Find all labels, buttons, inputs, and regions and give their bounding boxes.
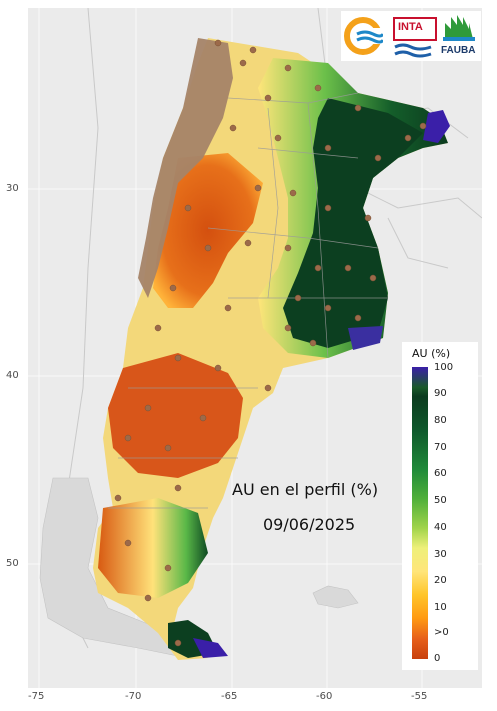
conae-logo-icon	[344, 17, 383, 55]
inta-logo-text: INTA	[398, 21, 423, 33]
province-borders	[108, 92, 388, 509]
saturated-patch-coast	[348, 326, 383, 350]
station-dots	[114, 39, 427, 647]
legend-label: 0	[434, 653, 441, 664]
legend-label: >0	[434, 627, 449, 638]
tierra-saturated	[193, 638, 228, 658]
x-tick-label: -55	[411, 691, 428, 702]
fauba-logo-icon	[443, 15, 475, 41]
legend-label: 50	[434, 495, 447, 506]
legend-label: 100	[434, 362, 454, 373]
legend-label: 70	[434, 442, 447, 453]
x-tick-label: -65	[221, 691, 238, 702]
andes-north	[138, 38, 233, 298]
x-tick-label: -60	[316, 691, 333, 702]
map-date: 09/06/2025	[263, 515, 356, 534]
y-tick-label: 30	[6, 183, 19, 194]
legend-color-bar	[412, 367, 428, 659]
map-title: AU en el perfil (%)	[232, 480, 379, 499]
legend-label: 80	[434, 415, 447, 426]
south-gradient	[98, 498, 208, 598]
legend-label: 10	[434, 602, 447, 613]
inta-waves-icon	[394, 43, 432, 58]
y-tick-label: 40	[6, 370, 19, 381]
logo-strip: INTA FAUBA	[341, 11, 481, 61]
falklands	[312, 585, 359, 609]
y-tick-label: 50	[6, 558, 19, 569]
map-canvas	[28, 8, 482, 688]
x-tick-label: -70	[125, 691, 142, 702]
legend-title: AU (%)	[412, 347, 451, 360]
saturated-patch-ne	[423, 110, 450, 143]
dry-patagonia	[108, 353, 243, 478]
legend-label: 90	[434, 388, 447, 399]
legend-label: 40	[434, 522, 447, 533]
legend-label: 60	[434, 468, 447, 479]
legend-label: 20	[434, 575, 447, 586]
very-wet-core	[283, 98, 423, 348]
x-tick-label: -75	[28, 691, 45, 702]
inta-logo: INTA	[393, 17, 437, 41]
fauba-logo-text: FAUBA	[441, 45, 476, 56]
dry-central	[153, 153, 263, 308]
legend-label: 30	[434, 549, 447, 560]
legend: AU (%) 100 90 80 70 60 50 40 30 20 10 >0…	[402, 342, 478, 670]
